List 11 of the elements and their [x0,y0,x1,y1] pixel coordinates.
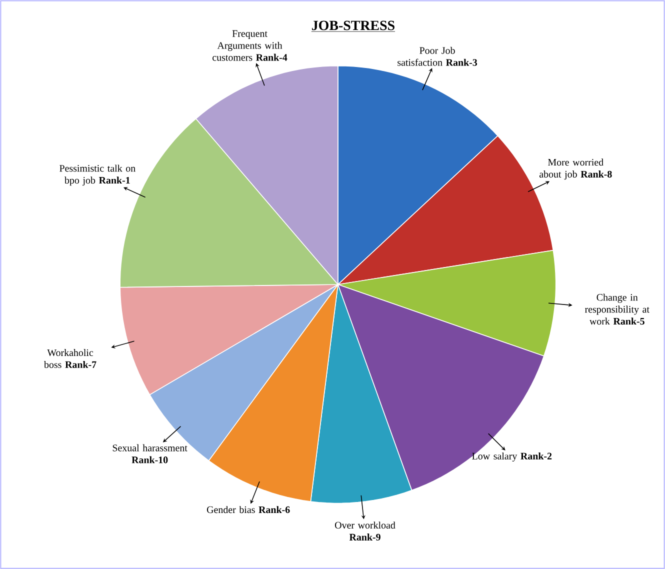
slice-label: Sexual harassment Rank-10 [112,444,188,464]
slice-label: Poor Job satisfaction Rank-3 [398,46,478,66]
slice-label: Gender bias Rank-6 [206,506,290,514]
slice-label: Workaholic boss Rank-7 [44,349,96,368]
slice-label: Frequent Arguments with customers Rank-4 [212,30,288,61]
chart-title: JOB-STRESS [312,20,394,30]
slice-label: More worried about job Rank-8 [539,158,612,180]
slice-label: Pessimistic talk on bpo job Rank-1 [60,164,136,186]
slice-label: Change in responsibility at work Rank-5 [584,294,650,325]
slice-label: Low salary Rank-2 [472,452,552,462]
slice-label: Over workload Rank-9 [335,522,396,541]
